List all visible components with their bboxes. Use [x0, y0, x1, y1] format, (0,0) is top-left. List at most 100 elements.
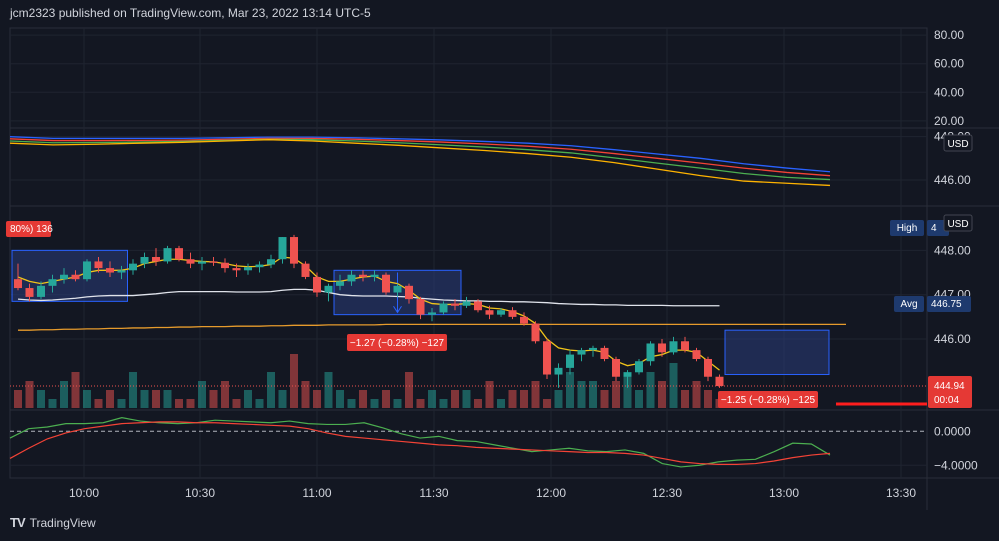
candle-body[interactable] [175, 248, 183, 260]
candle-body[interactable] [393, 285, 402, 293]
candle-body[interactable] [646, 343, 655, 362]
candle-body[interactable] [543, 341, 551, 375]
x-tick-label: 11:00 [302, 486, 331, 500]
candle-body[interactable] [658, 343, 666, 353]
candle-body[interactable] [428, 312, 436, 315]
currency-badge-price[interactable] [943, 214, 973, 232]
candle-body[interactable] [244, 267, 252, 271]
candle-body[interactable] [209, 261, 218, 263]
candle-body[interactable] [623, 372, 632, 377]
right-badge[interactable] [718, 391, 818, 408]
candle-body[interactable] [600, 347, 609, 359]
countdown-text: 00:04 [934, 395, 959, 406]
candle-body[interactable] [405, 285, 413, 300]
right-badge-text: −1.25 (−0.28%) −125 [721, 395, 816, 406]
candle-body[interactable] [520, 316, 528, 324]
ma-line-blue [9, 136, 831, 173]
volume-bar [577, 381, 586, 408]
volume-bar [232, 399, 241, 408]
candle-body[interactable] [278, 237, 287, 260]
volume-bar [462, 390, 471, 408]
candle-body[interactable] [497, 310, 505, 315]
candle-body[interactable] [25, 288, 34, 297]
candle-body[interactable] [94, 261, 103, 269]
tradingview-footer[interactable]: TV TradingView [10, 515, 96, 530]
candle-body[interactable] [554, 367, 563, 375]
candle-body[interactable] [232, 268, 241, 271]
currency-badge-ma[interactable] [943, 134, 973, 152]
volume-bar [267, 372, 275, 408]
volume-bar [531, 381, 540, 408]
volume-bar [25, 381, 34, 408]
candle-body[interactable] [416, 299, 425, 315]
avg-label[interactable] [894, 296, 924, 312]
candle-body[interactable] [221, 262, 229, 269]
candle-body[interactable] [198, 261, 206, 264]
high-label[interactable] [890, 220, 924, 236]
rsi-tick-label: 20.00 [934, 114, 964, 128]
candle-body[interactable] [669, 341, 678, 353]
candle-body[interactable] [129, 263, 137, 271]
volume-bar [543, 399, 551, 408]
candle-body[interactable] [370, 274, 379, 277]
candle-body[interactable] [715, 376, 724, 387]
candle-body[interactable] [186, 259, 195, 264]
candle-body[interactable] [382, 274, 390, 293]
candle-body[interactable] [692, 350, 701, 359]
candle-body[interactable] [324, 285, 333, 293]
candle-body[interactable] [635, 361, 643, 373]
candle-body[interactable] [462, 301, 471, 306]
candle-body[interactable] [589, 347, 597, 351]
candle-body[interactable] [140, 257, 149, 264]
tradingview-brand: TradingView [29, 515, 96, 530]
volume-bar [324, 372, 333, 408]
candle-body[interactable] [71, 274, 80, 280]
candle-body[interactable] [359, 274, 367, 277]
x-tick-label: 12:00 [536, 486, 566, 500]
top-left-badge[interactable] [6, 221, 51, 237]
last-price-badge[interactable] [928, 376, 972, 408]
candle-body[interactable] [152, 257, 160, 262]
x-tick-label: 13:30 [886, 486, 916, 500]
candle-body[interactable] [117, 270, 126, 273]
candle-body[interactable] [508, 310, 517, 317]
x-tick-label: 10:00 [69, 486, 99, 500]
candle-body[interactable] [566, 354, 574, 368]
candle-body[interactable] [313, 276, 321, 293]
candle-body[interactable] [474, 301, 482, 311]
candle-body[interactable] [531, 323, 540, 342]
candle-body[interactable] [106, 268, 114, 273]
volume-bar [623, 372, 632, 408]
candle-body[interactable] [301, 263, 310, 277]
volume-bar [393, 399, 402, 408]
mid-badge[interactable] [347, 334, 447, 351]
avg-value[interactable] [927, 296, 971, 312]
candle-body[interactable] [704, 359, 712, 377]
candle-body[interactable] [37, 285, 45, 297]
candle-body[interactable] [451, 303, 459, 306]
candle-body[interactable] [255, 264, 264, 268]
candle-body[interactable] [681, 341, 689, 351]
range-box-right[interactable] [724, 329, 830, 376]
candle-body[interactable] [48, 279, 57, 286]
candle-body[interactable] [485, 310, 494, 315]
candle-body[interactable] [60, 274, 68, 280]
osc-tick-label: −4.0000 [934, 458, 978, 472]
candle-body[interactable] [83, 261, 91, 280]
x-tick-label: 11:30 [419, 486, 448, 500]
candle-body[interactable] [14, 279, 22, 289]
x-tick-label: 12:30 [652, 486, 682, 500]
candle-body[interactable] [612, 359, 620, 377]
candle-body[interactable] [336, 281, 344, 286]
volume-bar [255, 399, 264, 408]
candle-body[interactable] [347, 274, 356, 282]
candle-body[interactable] [163, 248, 172, 262]
candle-body[interactable] [439, 303, 448, 313]
price-tick-label: 448.00 [934, 243, 971, 257]
volume-bar [301, 381, 310, 408]
candle-body[interactable] [290, 237, 298, 264]
candle-body[interactable] [577, 350, 586, 355]
candle-body[interactable] [267, 259, 275, 265]
